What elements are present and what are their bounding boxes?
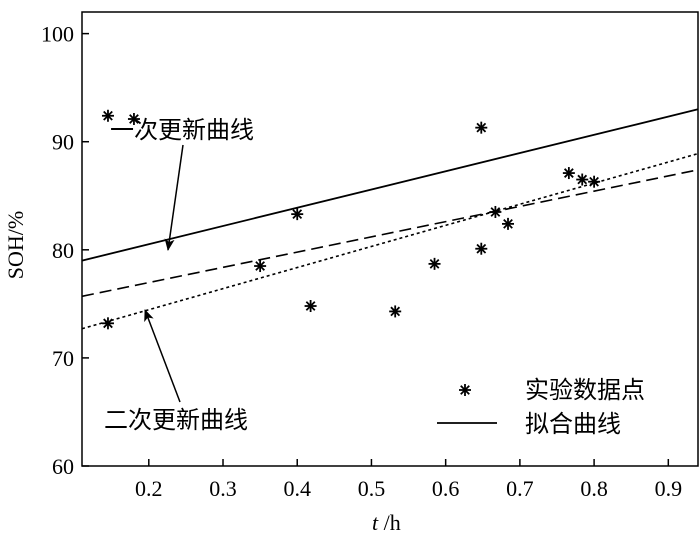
data-point [475, 242, 488, 255]
y-axis-ticks: 60 70 80 90 100 [41, 22, 89, 479]
data-point [428, 257, 441, 270]
annotation-second-update: 二次更新曲线 [104, 309, 248, 434]
annotation-first-update-arrow [164, 144, 184, 251]
data-point [502, 217, 515, 230]
x-tick-label: 0.5 [358, 476, 386, 501]
data-points [101, 109, 601, 330]
fit-line-dotted [81, 152, 699, 330]
x-tick-label: 0.8 [580, 476, 608, 501]
fit-line-solid [81, 108, 699, 262]
annotation-first-update: 一次更新曲线 [110, 116, 254, 251]
data-point [304, 300, 317, 313]
y-tick-label: 60 [52, 454, 74, 479]
x-tick-label: 0.9 [655, 476, 683, 501]
data-point [291, 208, 304, 221]
x-tick-label: 0.3 [209, 476, 237, 501]
fit-lines [81, 108, 699, 330]
x-tick-label: 0.6 [432, 476, 460, 501]
legend: 实验数据点 拟合曲线 [437, 376, 645, 438]
data-point [127, 113, 140, 126]
annotation-first-update-label: 一次更新曲线 [110, 116, 254, 144]
data-point [588, 175, 601, 188]
fit-line-dashed [81, 169, 699, 298]
annotation-second-update-arrow [144, 309, 181, 403]
x-tick-label: 0.7 [506, 476, 534, 501]
data-point [576, 173, 589, 186]
legend-asterisk [459, 384, 471, 396]
y-tick-label: 100 [41, 22, 74, 47]
data-point [101, 109, 114, 122]
y-tick-label: 80 [52, 238, 74, 263]
legend-label-data-points: 实验数据点 [525, 376, 645, 404]
y-axis-label: SOH/% [3, 211, 28, 279]
data-point [489, 205, 502, 218]
legend-marker-asterisk [459, 384, 471, 396]
x-tick-label: 0.4 [283, 476, 311, 501]
data-point [475, 121, 488, 134]
y-tick-label: 90 [52, 130, 74, 155]
data-point [562, 167, 575, 180]
y-tick-label: 70 [52, 346, 74, 371]
x-axis-label: t /h [372, 510, 401, 535]
data-point [389, 305, 402, 318]
data-point [254, 260, 267, 273]
x-tick-label: 0.2 [135, 476, 163, 501]
data-point [101, 317, 114, 330]
legend-label-fit-curve: 拟合曲线 [525, 410, 621, 438]
x-axis-ticks: 0.2 0.3 0.4 0.5 0.6 0.7 0.8 0.9 [135, 459, 682, 501]
annotation-second-update-label: 二次更新曲线 [104, 406, 248, 434]
plot-frame [81, 11, 699, 467]
